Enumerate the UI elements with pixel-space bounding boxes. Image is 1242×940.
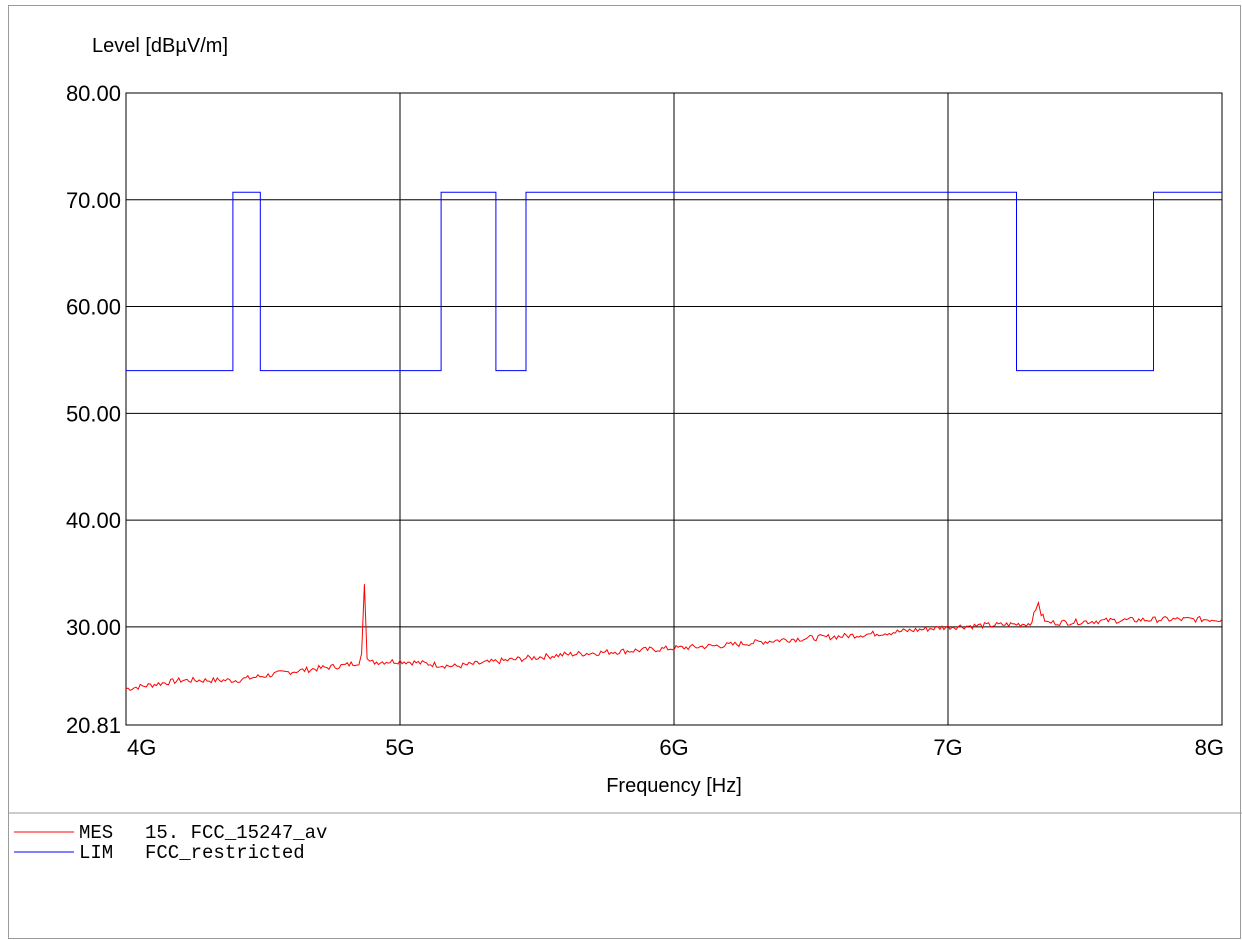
x-tick-label: 4G xyxy=(127,735,156,760)
y-tick-label: 40.00 xyxy=(66,508,121,533)
x-tick-label: 7G xyxy=(933,735,962,760)
x-axis-label: Frequency [Hz] xyxy=(606,775,742,797)
y-tick-label: 70.00 xyxy=(66,188,121,213)
x-tick-label: 8G xyxy=(1195,735,1224,760)
series-line-lim xyxy=(126,191,1222,372)
legend-label: FCC_restricted xyxy=(145,842,305,864)
y-axis-label: Level [dBµV/m] xyxy=(92,35,228,57)
y-tick-label: 30.00 xyxy=(66,615,121,640)
grid xyxy=(125,92,1223,726)
legend-prefix: MES xyxy=(79,822,113,844)
y-tick-labels: 20.81 30.00 40.00 50.00 60.00 70.00 80.00 xyxy=(66,81,121,738)
x-tick-label: 6G xyxy=(659,735,688,760)
y-tick-label: 20.81 xyxy=(66,713,121,738)
legend-label: 15. FCC_15247_av xyxy=(145,822,327,844)
y-tick-label: 50.00 xyxy=(66,401,121,426)
x-tick-labels: 4G 5G 6G 7G 8G xyxy=(127,735,1224,760)
series-lines xyxy=(125,191,1223,692)
y-tick-label: 60.00 xyxy=(66,295,121,320)
legend-prefix: LIM xyxy=(79,842,113,864)
y-tick-label: 80.00 xyxy=(66,81,121,106)
x-tick-label: 5G xyxy=(385,735,414,760)
chart-canvas: Level [dBµV/m] 20.81 30.00 40.00 50.00 60.00… xyxy=(9,35,1242,864)
series-line-mes xyxy=(125,584,1223,692)
legend: MES 15. FCC_15247_av LIM FCC_restricted xyxy=(14,822,327,864)
chart-frame: Level [dBµV/m] 20.81 30.00 40.00 50.00 60.00… xyxy=(8,5,1242,939)
